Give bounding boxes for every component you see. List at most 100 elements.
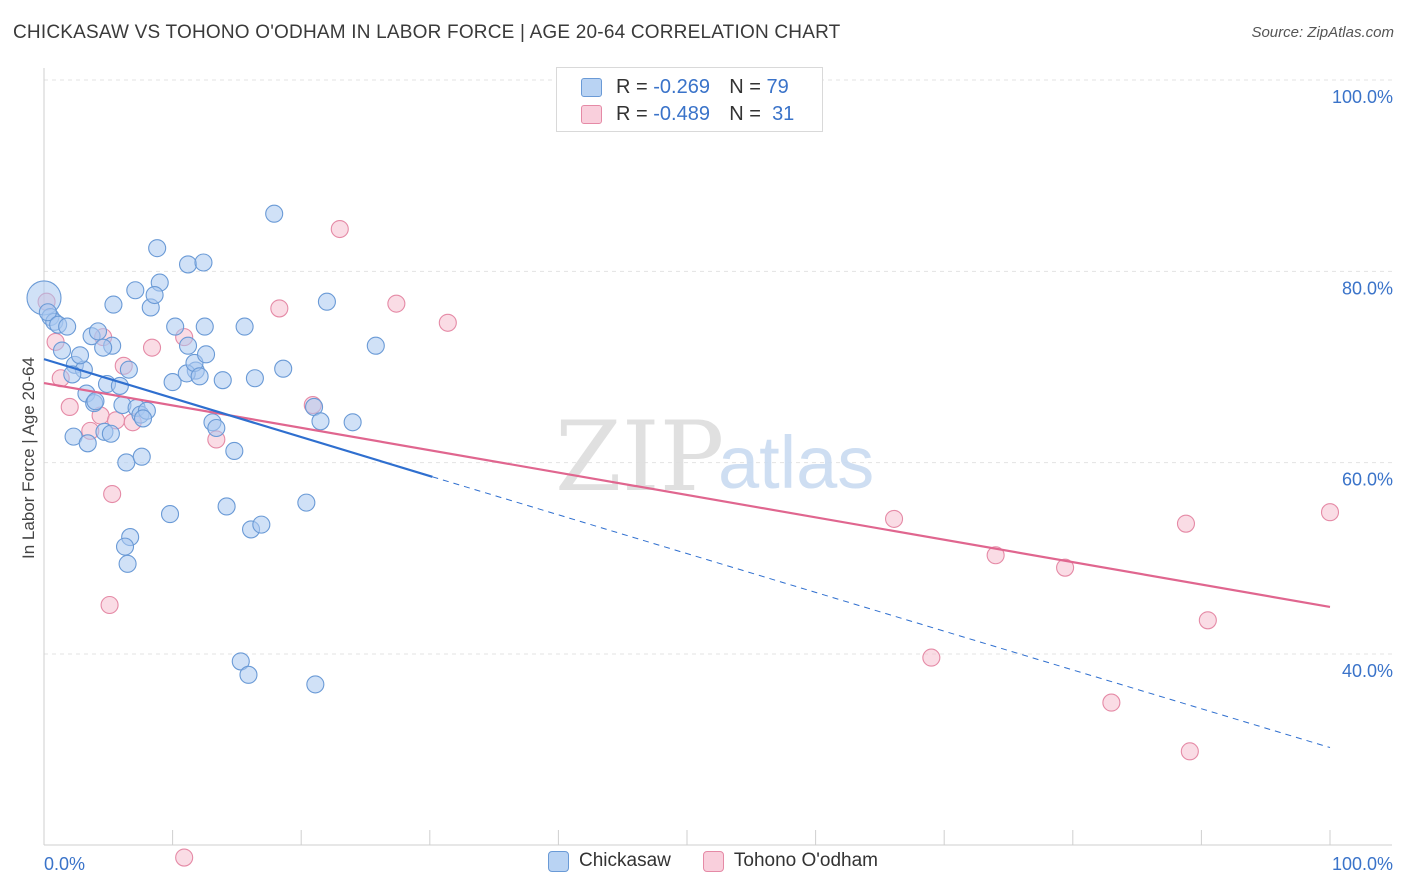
legend-swatch-blue (548, 850, 569, 872)
chickasaw-point (78, 434, 97, 453)
grid-lines (44, 79, 1392, 655)
tohono-point (387, 294, 406, 313)
trend-lines (43, 358, 1331, 749)
watermark-zip: ZIP (555, 401, 724, 513)
chickasaw-point (145, 285, 164, 305)
chickasaw-point (245, 369, 264, 388)
chickasaw-point (196, 345, 216, 364)
y-axis-label: In Labor Force | Age 20-64 (19, 357, 38, 559)
tohono-point (884, 509, 904, 528)
tohono-point (1198, 611, 1217, 630)
tohono-point (175, 848, 194, 867)
chickasaw-point (239, 665, 258, 684)
chickasaw-point (119, 360, 138, 379)
chickasaw-point (58, 317, 77, 336)
legend-n-value: 31 (772, 102, 795, 125)
chickasaw-point (217, 497, 236, 516)
tohono-point (60, 397, 79, 417)
chickasaw-point (225, 441, 244, 461)
chickasaw-point (178, 336, 198, 355)
watermark-atlas: atlas (718, 421, 874, 504)
legend-item-chickasaw[interactable]: Chickasaw (548, 850, 671, 872)
chickasaw-point (274, 359, 293, 378)
chickasaw-point (306, 675, 325, 694)
chickasaw-point (126, 281, 145, 300)
legend-n-label: N = (729, 75, 761, 98)
y-tick-label: 80.0% (1342, 278, 1393, 298)
chickasaw-point (231, 652, 250, 671)
tohono-point (1056, 558, 1075, 577)
chickasaw-point (104, 295, 123, 314)
chickasaw-point (235, 317, 254, 336)
chickasaw-point (190, 367, 209, 386)
axes (43, 68, 1392, 846)
x-tick-label: 0.0% (44, 854, 85, 874)
chickasaw-point (38, 303, 57, 322)
legend-label-tohono: Tohono O'odham (733, 850, 878, 871)
tohono-point (1180, 742, 1199, 761)
tohono-point (142, 338, 162, 357)
legend-row-tohono: R = -0.489 N = 31 (581, 101, 794, 127)
legend-n-value: 79 (766, 75, 789, 98)
chickasaw-point (366, 336, 385, 355)
chickasaw-point (101, 424, 120, 443)
chickasaw-point (163, 373, 182, 392)
chart-title: CHICKASAW VS TOHONO O'ODHAM IN LABOR FOR… (13, 22, 841, 43)
watermark: ZIP atlas (555, 401, 874, 513)
chickasaw-point (94, 338, 113, 357)
tohono-point (1102, 693, 1121, 712)
tohono-point (270, 299, 289, 318)
chickasaw-point (148, 239, 167, 258)
chickasaw-point (194, 253, 213, 272)
chickasaw-point (52, 341, 72, 360)
chickasaw-point (132, 447, 151, 466)
chickasaw-point (160, 505, 180, 524)
chickasaw-point (311, 412, 330, 431)
chickasaw-point (317, 292, 336, 311)
chickasaw-point (70, 346, 90, 365)
tohono-point (100, 595, 119, 615)
chickasaw-points (26, 204, 385, 694)
chickasaw-point (297, 493, 316, 512)
tohono-trend-line (43, 381, 1331, 608)
legend-r-label: R = (616, 102, 648, 125)
legend-item-tohono[interactable]: Tohono O'odham (702, 850, 878, 872)
legend-swatch-pink (581, 104, 602, 124)
series-legend: Chickasaw Tohono O'odham (548, 850, 910, 872)
y-tick-label: 100.0% (1332, 87, 1393, 107)
chickasaw-point (213, 371, 232, 390)
legend-swatch-blue (581, 77, 602, 97)
chickasaw-point (178, 255, 198, 274)
chickasaw-point (252, 515, 271, 534)
legend-label-chickasaw: Chickasaw (579, 850, 671, 871)
chickasaw-point (207, 418, 226, 438)
x-tick-labels: 0.0% 100.0% (44, 854, 1393, 874)
chickasaw-point (115, 537, 135, 556)
tohono-point (986, 546, 1005, 565)
chickasaw-point (343, 413, 362, 432)
tohono-point (330, 219, 349, 239)
chickasaw-point (86, 392, 105, 411)
chickasaw-trend-line (43, 358, 433, 478)
y-tick-label: 40.0% (1342, 661, 1393, 681)
legend-r-label: R = (616, 75, 648, 98)
legend-row-chickasaw: R = -0.269 N = 79 (581, 74, 789, 100)
x-tick-label: 100.0% (1332, 854, 1393, 874)
chickasaw-point (166, 317, 185, 336)
chickasaw-point (118, 554, 137, 573)
chickasaw-point (88, 322, 108, 341)
chickasaw-point (195, 317, 214, 336)
chickasaw-point (117, 453, 136, 472)
tohono-point (438, 313, 457, 332)
legend-r-value: -0.489 (653, 102, 710, 125)
chickasaw-point (265, 204, 284, 223)
chickasaw-trend-extension (432, 476, 1331, 749)
y-tick-label: 60.0% (1342, 470, 1393, 490)
legend-swatch-pink (702, 850, 724, 872)
correlation-legend: R = -0.269 N = 79 R = -0.489 N = 31 (556, 67, 823, 132)
source-credit: Source: ZipAtlas.com (1251, 24, 1394, 41)
y-tick-labels: 40.0% 60.0% 80.0% 100.0% (1332, 87, 1393, 681)
tohono-point (922, 648, 941, 667)
legend-n-label: N = (729, 102, 761, 125)
